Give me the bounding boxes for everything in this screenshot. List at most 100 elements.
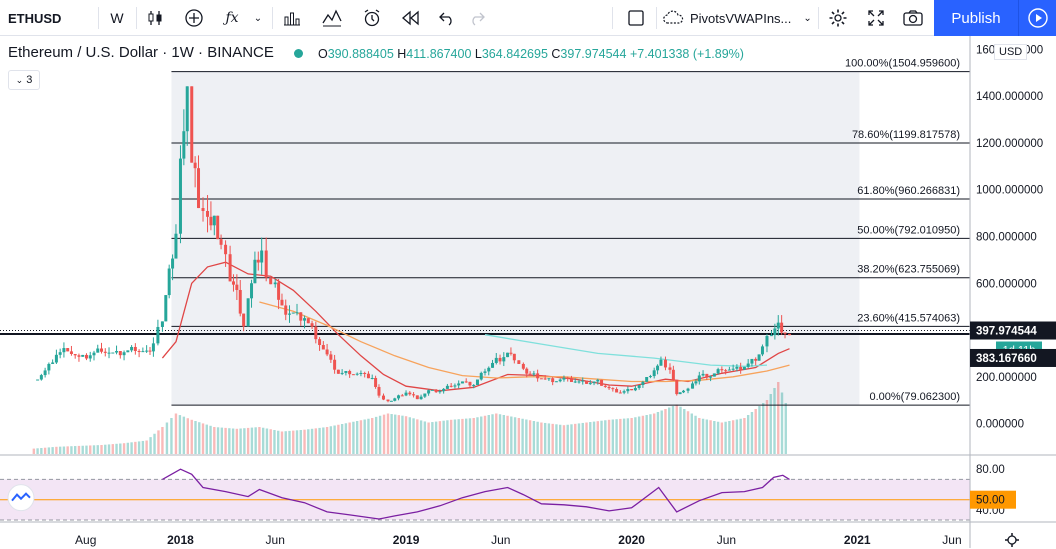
candle-body [618, 392, 622, 394]
replay-icon[interactable] [396, 4, 424, 32]
candle-body [645, 377, 649, 382]
volume-bar [652, 413, 656, 454]
fib-label: 0.00%(79.062300) [869, 391, 960, 403]
divider [272, 7, 273, 29]
candle-body [366, 373, 370, 379]
y-tick-label: 1000.000000 [976, 185, 1043, 197]
candle-body [58, 352, 62, 355]
volume-bar [690, 413, 693, 454]
volume-bar [701, 418, 705, 454]
candle-body [287, 313, 291, 315]
candle-body [400, 395, 404, 397]
volume-bar [641, 415, 645, 454]
level-price-tag [970, 348, 1056, 367]
candle-body [543, 378, 547, 380]
candle-body [250, 283, 254, 299]
indicators-icon[interactable]: ƒx [225, 10, 239, 26]
candle-body [321, 345, 325, 350]
volume-bar [43, 447, 47, 454]
volume-bar [495, 413, 498, 454]
candle-body [264, 250, 268, 278]
price-chart[interactable]: 100.00%(1504.959600) 78.60%(1199.817578) 6… [0, 36, 1056, 549]
bar-style-icon[interactable] [278, 4, 306, 32]
candle-body [107, 352, 111, 354]
candle-body [284, 305, 288, 315]
candle-body [472, 385, 476, 386]
volume-bar [626, 418, 630, 454]
volume-bar [96, 445, 99, 454]
candle-body [641, 381, 645, 385]
volume-bar [386, 413, 390, 454]
candle-body [151, 343, 155, 352]
candle-body [36, 379, 40, 381]
snapshot-icon[interactable] [898, 4, 928, 32]
candle-body [269, 277, 273, 285]
play-icon[interactable] [1018, 0, 1056, 36]
candle-body [377, 386, 381, 396]
candle-body [656, 365, 660, 371]
volume-bar [322, 427, 325, 454]
volume-bar [333, 425, 336, 454]
candle-body [206, 210, 210, 217]
settings-icon[interactable] [824, 4, 852, 32]
x-tick-label: Aug [75, 533, 96, 547]
candle-body [678, 392, 682, 395]
indicator-template-dropdown[interactable]: PivotsVWAPIns... ⌄ [662, 4, 816, 32]
candle-body [611, 388, 615, 390]
candle-body [671, 369, 675, 380]
volume-bar [47, 447, 51, 454]
high-label: H [397, 47, 407, 61]
volume-bar [543, 422, 547, 454]
volume-bar [70, 446, 73, 454]
indicators-collapse-button[interactable]: ⌄ 3 [8, 70, 40, 90]
y-tick-label: 600.000000 [976, 278, 1037, 290]
volume-bar [555, 424, 558, 454]
line-style-icon[interactable] [318, 4, 346, 32]
volume-bar [551, 423, 554, 454]
volume-bar [619, 418, 622, 454]
volume-bar [32, 448, 36, 454]
volume-bar [457, 419, 460, 454]
volume-bar [310, 428, 314, 454]
candle-body [242, 313, 246, 327]
candle-body [449, 385, 453, 387]
volume-bar [307, 429, 310, 454]
fib-label: 50.00%(792.010950) [857, 224, 960, 236]
candle-body [769, 335, 773, 337]
fullscreen-frame-icon[interactable] [622, 4, 650, 32]
candle-body [475, 379, 479, 385]
add-compare-icon[interactable] [180, 4, 208, 32]
candle-body [348, 370, 352, 375]
candle-body [295, 312, 299, 314]
divider [612, 7, 613, 29]
candle-body [374, 377, 378, 387]
candles-icon[interactable] [142, 4, 168, 32]
candle-body [600, 379, 604, 386]
volume-bar [363, 419, 366, 454]
expand-icon[interactable] [862, 4, 890, 32]
ohlc-legend: O390.888405 H411.867400 L364.842695 C397… [318, 47, 744, 61]
candle-body [336, 369, 340, 374]
fib-levels: 100.00%(1504.959600) 78.60%(1199.817578) 6… [0, 58, 970, 406]
symbol-search[interactable]: ETHUSD [8, 10, 62, 26]
volume-bar [784, 403, 787, 454]
candle-body [190, 86, 194, 163]
publish-button[interactable]: Publish [934, 0, 1018, 36]
candle-body [603, 385, 607, 387]
candle-body [479, 372, 483, 380]
candle-body [573, 381, 577, 383]
volume-bar [292, 430, 295, 454]
high-value: 411.867400 [406, 47, 472, 61]
volume-bar [73, 446, 77, 454]
volume-bar [698, 418, 701, 454]
interval-button[interactable]: W [110, 10, 124, 26]
currency-badge[interactable]: USD [994, 44, 1028, 60]
last-price-value: 397.974544 [976, 326, 1037, 338]
candle-body [691, 383, 695, 389]
undo-icon[interactable] [434, 4, 460, 32]
chevron-down-icon[interactable]: ⌄ [253, 12, 263, 24]
volume-bar [517, 418, 521, 454]
close-label: C [551, 47, 561, 61]
candle-body [359, 373, 363, 375]
alert-icon[interactable] [358, 4, 386, 32]
